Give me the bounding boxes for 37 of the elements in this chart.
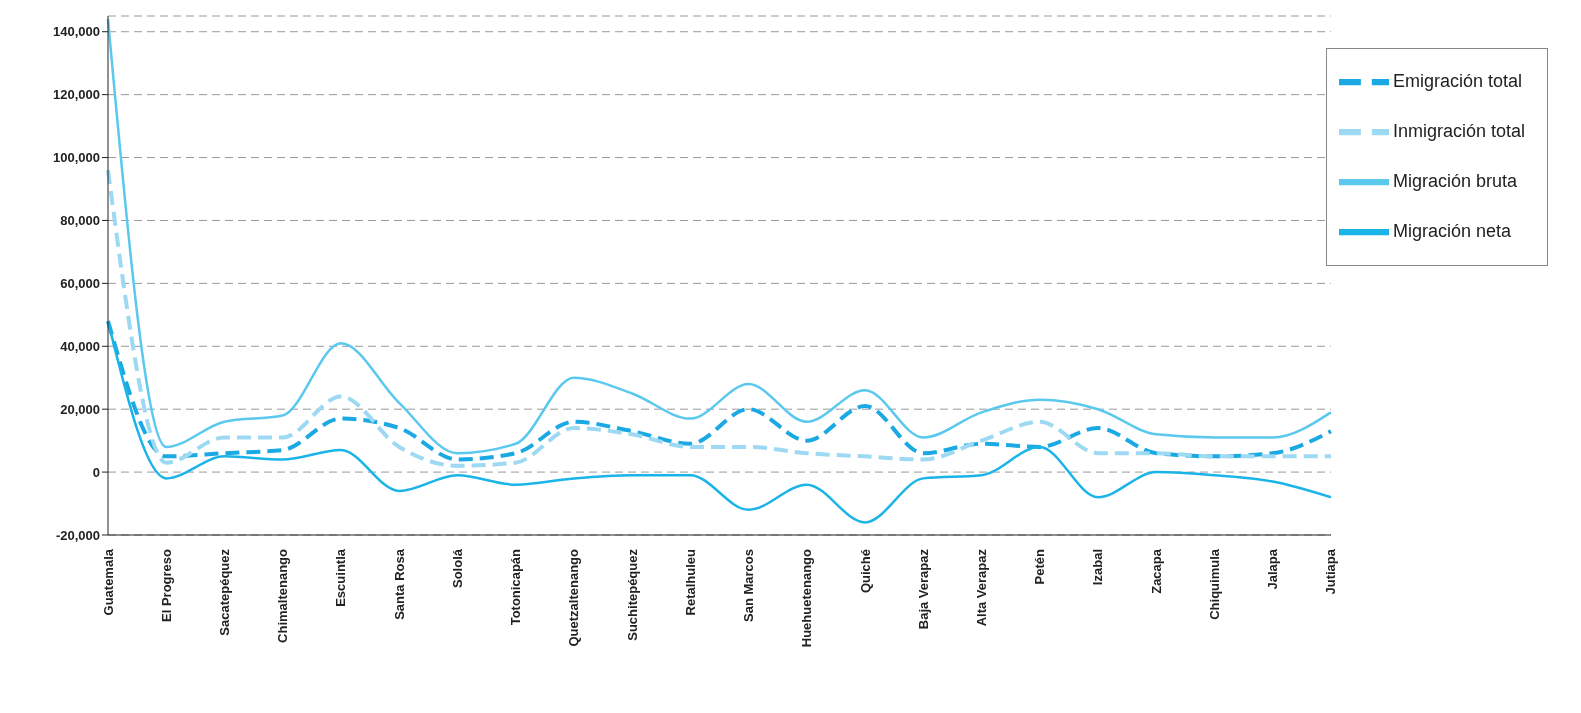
legend-label: Migración bruta <box>1392 170 1517 191</box>
x-tick-label: Guatemala <box>100 548 116 616</box>
x-tick-label: San Marcos <box>741 549 757 622</box>
y-tick-label: 60,000 <box>60 275 100 291</box>
x-tick-label: Sacatepéquez <box>216 548 232 636</box>
y-tick-label: 0 <box>92 464 100 480</box>
x-tick-label: Quetzaltenango <box>566 548 582 647</box>
y-tick-label: 140,000 <box>53 24 100 40</box>
x-tick-label: Jalapa <box>1265 548 1281 590</box>
x-tick-label: Sololá <box>449 548 465 589</box>
x-tick-label: Baja Verapaz <box>915 548 931 630</box>
x-tick-label: Chimaltenango <box>275 548 291 643</box>
x-tick-label: Petén <box>1032 548 1048 585</box>
x-tick-label: Chiquimula <box>1206 548 1222 620</box>
y-tick-label: -20,000 <box>55 527 100 543</box>
x-tick-label: Huehuetenango <box>799 548 815 648</box>
x-tick-label: Izabal <box>1090 549 1106 586</box>
y-tick-label: 40,000 <box>60 338 100 354</box>
legend-label: Migración neta <box>1392 220 1511 241</box>
legend-label: Emigración total <box>1392 70 1522 91</box>
x-tick-label: El Progreso <box>158 548 174 622</box>
legend-label: Inmigración total <box>1392 120 1525 141</box>
x-tick-label: Quiché <box>857 549 873 594</box>
line-series <box>106 319 1333 524</box>
y-tick-label: 100,000 <box>53 150 100 166</box>
x-tick-label: Alta Verapaz <box>974 548 990 627</box>
x-tick-label: Retalhuleu <box>682 548 698 616</box>
x-tick-label: Jutiapa <box>1323 548 1339 595</box>
y-tick-label: 80,000 <box>60 213 100 229</box>
x-tick-label: Zacapa <box>1148 548 1164 594</box>
x-tick-label: Totonicapán <box>508 548 524 626</box>
x-tick-label: Suchitepéquez <box>624 548 640 641</box>
y-tick-label: 120,000 <box>53 87 100 103</box>
y-tick-label: 20,000 <box>60 401 100 417</box>
x-tick-label: Santa Rosa <box>391 548 407 620</box>
x-tick-label: Escuintla <box>333 548 349 607</box>
line-series <box>106 168 1333 468</box>
